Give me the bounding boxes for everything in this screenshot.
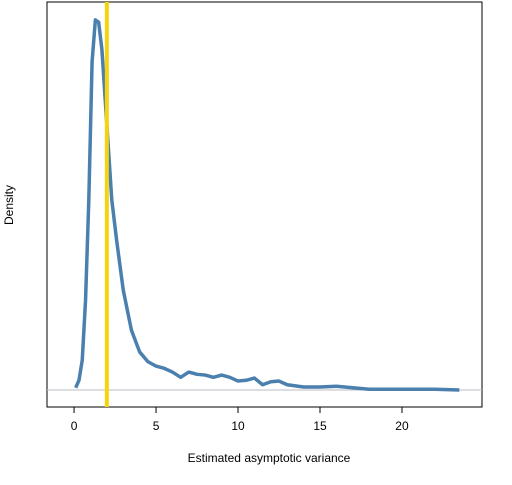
x-tick-label: 15 [313, 419, 327, 433]
y-axis-label: Density [2, 185, 16, 225]
x-tick-label: 0 [71, 419, 78, 433]
x-tick-label: 5 [153, 419, 160, 433]
x-tick-label: 10 [231, 419, 245, 433]
x-axis-label: Estimated asymptotic variance [188, 451, 351, 465]
density-line [74, 18, 460, 392]
x-tick-label: 20 [395, 419, 409, 433]
